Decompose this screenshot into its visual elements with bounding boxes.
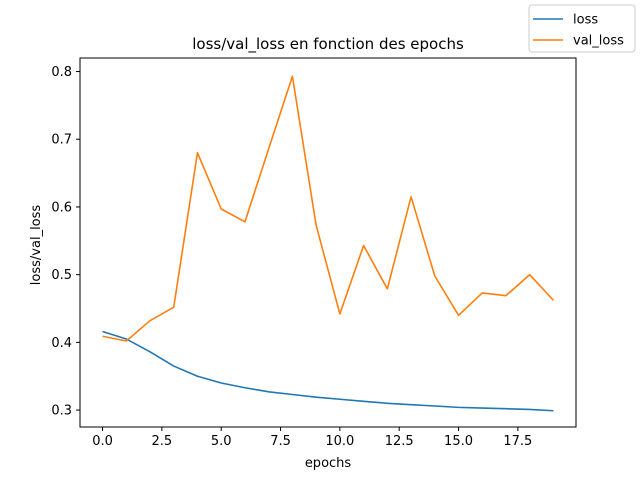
chart-title: loss/val_loss en fonction des epochs — [192, 35, 464, 54]
y-tick-label: 0.3 — [51, 404, 72, 419]
legend-label-val-loss: val_loss — [573, 34, 624, 49]
series-line-val-loss — [102, 75, 555, 342]
y-axis-label: loss/val_loss — [29, 205, 44, 286]
series-line-loss — [102, 330, 554, 412]
y-tick-label: 0.8 — [51, 65, 72, 80]
y-tick-label: 0.7 — [51, 133, 72, 148]
x-tick-label: 15.0 — [444, 434, 473, 449]
y-tick-label: 0.6 — [51, 200, 72, 215]
x-tick-label: 0.0 — [92, 434, 113, 449]
legend: loss val_loss — [528, 4, 636, 53]
y-tick-label: 0.5 — [51, 268, 72, 283]
x-tick-label: 12.5 — [385, 434, 414, 449]
x-tick-label: 17.5 — [503, 434, 532, 449]
x-tick-label: 7.5 — [270, 434, 291, 449]
x-tick-label: 5.0 — [211, 434, 232, 449]
y-tick-label: 0.4 — [51, 336, 72, 351]
x-axis-label: epochs — [305, 456, 352, 471]
x-tick-label: 2.5 — [152, 434, 173, 449]
plot-area: 0.0 2.5 5.0 7.5 10.0 12.5 15.0 17.5 0.3 0.4 0.5 0.6… — [51, 57, 577, 449]
x-tick-label: 10.0 — [325, 434, 354, 449]
legend-label-loss: loss — [573, 13, 598, 28]
axes-frame — [79, 57, 577, 428]
